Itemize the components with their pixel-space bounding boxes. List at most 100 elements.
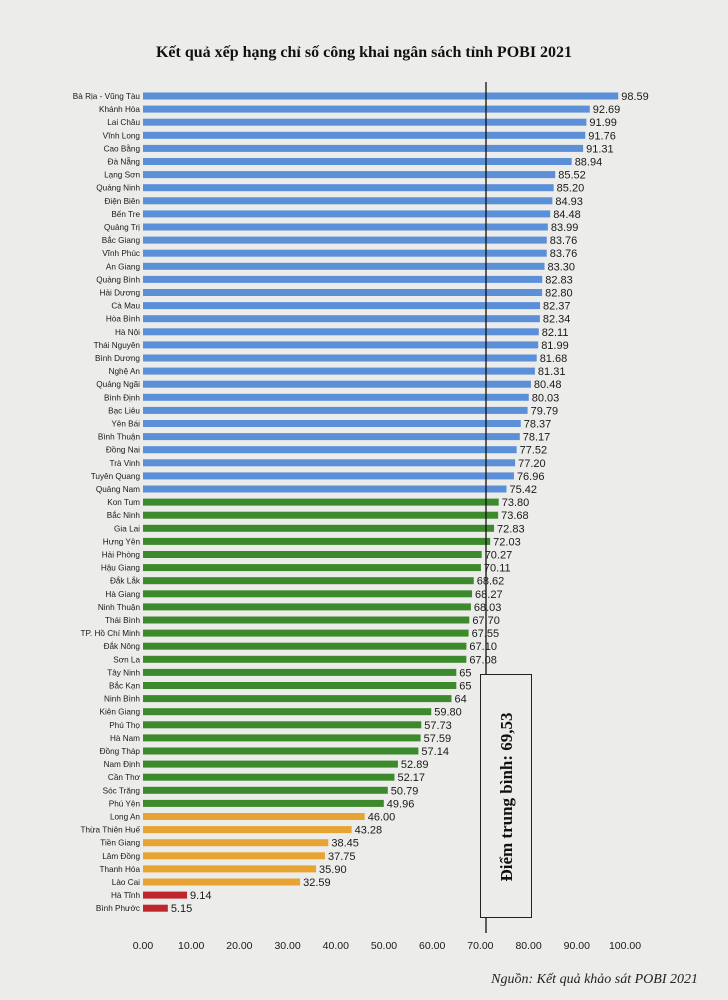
category-label: Gia Lai — [114, 524, 140, 533]
value-label: 9.14 — [190, 890, 211, 902]
value-label: 77.52 — [520, 445, 548, 457]
bar — [143, 367, 535, 375]
category-label: Thừa Thiên Huế — [81, 826, 141, 835]
bar — [143, 813, 365, 820]
category-label: Sơn La — [113, 655, 140, 664]
category-label: Vĩnh Phúc — [102, 249, 140, 258]
chart-title: Kết quả xếp hạng chỉ số công khai ngân s… — [155, 44, 573, 61]
value-label: 35.90 — [319, 864, 347, 876]
bar — [143, 223, 548, 231]
value-label: 79.79 — [531, 405, 559, 417]
value-label: 92.69 — [593, 104, 621, 116]
x-tick-label: 100.00 — [609, 940, 641, 952]
bar — [143, 406, 528, 414]
x-tick-label: 80.00 — [515, 940, 541, 952]
category-label: Long An — [110, 813, 140, 822]
x-tick-label: 50.00 — [371, 940, 397, 952]
category-label: Bạc Liêu — [108, 406, 140, 415]
category-label: Ninh Bình — [104, 695, 140, 704]
value-label: 57.59 — [424, 733, 452, 745]
value-label: 81.31 — [538, 366, 566, 378]
value-label: 65 — [459, 681, 471, 693]
bar — [143, 537, 491, 545]
bar — [143, 249, 547, 257]
value-label: 78.17 — [523, 432, 551, 444]
bar — [143, 498, 499, 506]
category-label: Thái Bình — [105, 616, 140, 625]
bar — [143, 891, 188, 899]
value-label: 59.80 — [434, 707, 462, 719]
category-label: Thái Nguyên — [94, 341, 141, 350]
value-label: 85.20 — [557, 183, 585, 195]
category-label: Kon Tum — [107, 498, 140, 507]
value-label: 91.31 — [586, 143, 614, 155]
category-label: Bình Thuận — [98, 433, 141, 442]
bar — [143, 92, 619, 100]
bar — [143, 275, 543, 283]
category-label: Lào Cai — [112, 878, 140, 887]
x-tick-label: 0.00 — [133, 940, 154, 952]
value-label: 50.79 — [391, 785, 419, 797]
value-label: 52.89 — [401, 759, 429, 771]
category-label: Hải Dương — [100, 289, 141, 298]
value-label: 77.20 — [518, 458, 546, 470]
bar — [143, 668, 457, 676]
category-label: Đắk Nông — [104, 641, 141, 651]
category-label: Nghệ An — [109, 367, 141, 376]
source-note: Nguồn: Kết quả khảo sát POBI 2021 — [491, 972, 698, 987]
category-label: Trà Vinh — [110, 459, 141, 468]
value-label: 91.76 — [588, 130, 616, 142]
category-label: TP. Hồ Chí Minh — [81, 629, 141, 638]
value-label: 68.62 — [477, 576, 505, 588]
category-label: Bình Định — [104, 393, 140, 402]
bar — [143, 603, 471, 611]
category-label: Đắk Lắk — [110, 576, 141, 586]
value-label: 88.94 — [575, 157, 603, 169]
x-tick-label: 60.00 — [419, 940, 445, 952]
value-label: 70.11 — [484, 563, 511, 575]
value-label: 84.93 — [555, 196, 583, 208]
value-label: 46.00 — [368, 812, 396, 824]
category-label: Lạng Sơn — [104, 171, 140, 180]
value-label: 72.83 — [497, 523, 525, 535]
category-label: Lâm Đồng — [102, 852, 140, 861]
value-label: 83.30 — [548, 261, 576, 273]
bar — [143, 564, 481, 572]
bar — [143, 158, 572, 165]
value-label: 76.96 — [517, 471, 545, 483]
category-label: Yên Bái — [111, 420, 140, 429]
category-label: Đồng Tháp — [100, 747, 141, 756]
category-label: Ninh Thuận — [98, 603, 141, 612]
bar — [143, 721, 422, 729]
bar — [143, 642, 467, 650]
value-label: 81.68 — [540, 353, 568, 365]
category-label: Cà Mau — [111, 302, 140, 311]
category-label: Tây Ninh — [107, 668, 140, 677]
value-label: 78.37 — [524, 419, 552, 431]
category-label: Hưng Yên — [103, 537, 141, 546]
category-label: Hà Nội — [115, 328, 140, 337]
category-label: Hà Nam — [110, 734, 140, 743]
x-axis-ticks: 0.00 10.00 20.00 30.00 40.00 50.00 60.00 70.00 8… — [133, 940, 641, 952]
category-label: Bến Tre — [111, 210, 140, 219]
bar — [143, 760, 398, 768]
category-label: Khánh Hòa — [99, 105, 140, 114]
category-label: An Giang — [106, 262, 141, 271]
bar — [143, 485, 507, 493]
bar — [143, 328, 539, 336]
category-label: Tuyên Quang — [91, 472, 141, 481]
value-label: 75.42 — [510, 484, 538, 496]
bar — [143, 380, 531, 388]
value-label: 83.99 — [551, 222, 579, 234]
bar — [143, 393, 529, 401]
x-tick-label: 20.00 — [226, 940, 252, 952]
category-label: Hòa Bình — [106, 315, 141, 324]
category-label: Vĩnh Long — [103, 131, 141, 140]
value-label: 85.52 — [558, 170, 586, 182]
value-label: 52.17 — [397, 772, 425, 784]
category-label: Quảng Trị — [104, 223, 140, 232]
x-tick-label: 90.00 — [564, 940, 590, 952]
bar — [143, 354, 537, 362]
value-label: 68.03 — [474, 602, 502, 614]
value-label: 64 — [454, 694, 466, 706]
